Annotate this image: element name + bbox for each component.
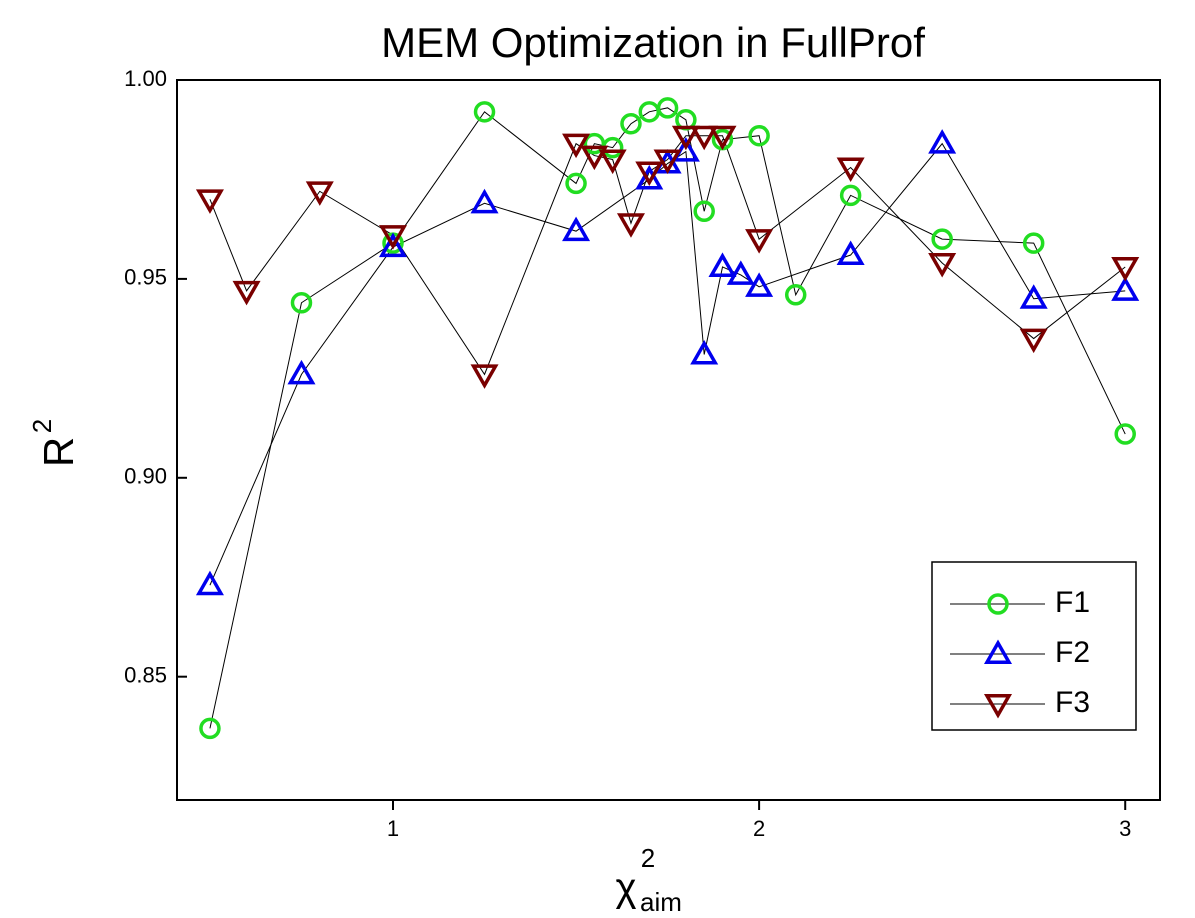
marker xyxy=(1111,276,1140,301)
legend-marker xyxy=(983,639,1013,664)
marker xyxy=(708,125,737,151)
x-tick-label: 2 xyxy=(753,816,765,841)
series-line xyxy=(209,142,1126,586)
marker xyxy=(635,161,664,187)
marker xyxy=(565,172,587,195)
marker xyxy=(928,252,957,278)
x-label-sup: 2 xyxy=(641,843,655,873)
y-tick-label: 0.95 xyxy=(124,265,167,290)
marker xyxy=(195,189,224,214)
marker xyxy=(562,216,591,242)
legend-label: F1 xyxy=(1055,586,1090,619)
marker xyxy=(232,280,261,306)
x-axis-label: χ 2 aim xyxy=(616,843,682,917)
marker xyxy=(562,133,591,159)
chart-title: MEM Optimization in FullProf xyxy=(381,19,925,66)
marker xyxy=(305,181,334,206)
marker xyxy=(836,157,865,183)
marker xyxy=(693,200,715,223)
marker xyxy=(580,145,609,171)
marker xyxy=(287,359,316,385)
marker xyxy=(671,125,700,151)
x-tick-label: 1 xyxy=(387,816,399,841)
marker xyxy=(839,184,862,207)
marker xyxy=(726,260,755,285)
marker xyxy=(708,252,737,277)
marker xyxy=(748,124,770,147)
series-line xyxy=(209,107,1126,729)
marker xyxy=(1019,328,1048,354)
legend-label: F2 xyxy=(1055,636,1090,669)
marker xyxy=(653,149,682,175)
legend-marker xyxy=(987,593,1009,615)
marker xyxy=(1019,284,1048,309)
plot-frame xyxy=(176,79,1161,801)
marker xyxy=(745,272,774,297)
marker xyxy=(616,213,645,238)
y-tick-label: 0.85 xyxy=(124,662,167,687)
marker xyxy=(928,129,957,154)
marker xyxy=(1022,232,1045,254)
marker xyxy=(473,101,496,123)
marker xyxy=(745,229,774,254)
marker xyxy=(470,364,499,389)
y-tick-label: 1.00 xyxy=(124,66,167,91)
y-axis-label: R 2 xyxy=(27,419,82,467)
marker xyxy=(195,570,224,596)
marker xyxy=(620,113,642,135)
legend-box xyxy=(931,561,1137,731)
x-label-sub: aim xyxy=(640,887,682,917)
marker xyxy=(836,240,865,266)
marker xyxy=(656,97,679,119)
marker xyxy=(598,149,627,175)
marker xyxy=(199,717,221,740)
marker xyxy=(290,292,313,314)
marker xyxy=(1111,256,1140,282)
y-tick-label: 0.90 xyxy=(124,464,167,489)
marker xyxy=(690,125,719,151)
legend-marker xyxy=(983,694,1013,719)
legend-label: F3 xyxy=(1055,686,1090,719)
marker xyxy=(378,225,408,250)
marker xyxy=(784,284,807,306)
y-label-sup: 2 xyxy=(27,419,57,433)
y-label-base: R xyxy=(35,437,82,467)
marker xyxy=(635,164,664,190)
x-label-base: χ xyxy=(616,866,637,910)
marker xyxy=(378,232,408,258)
marker xyxy=(931,228,953,250)
marker xyxy=(470,188,499,214)
x-tick-label: 3 xyxy=(1119,816,1131,841)
marker xyxy=(1114,423,1136,445)
marker xyxy=(690,339,719,365)
